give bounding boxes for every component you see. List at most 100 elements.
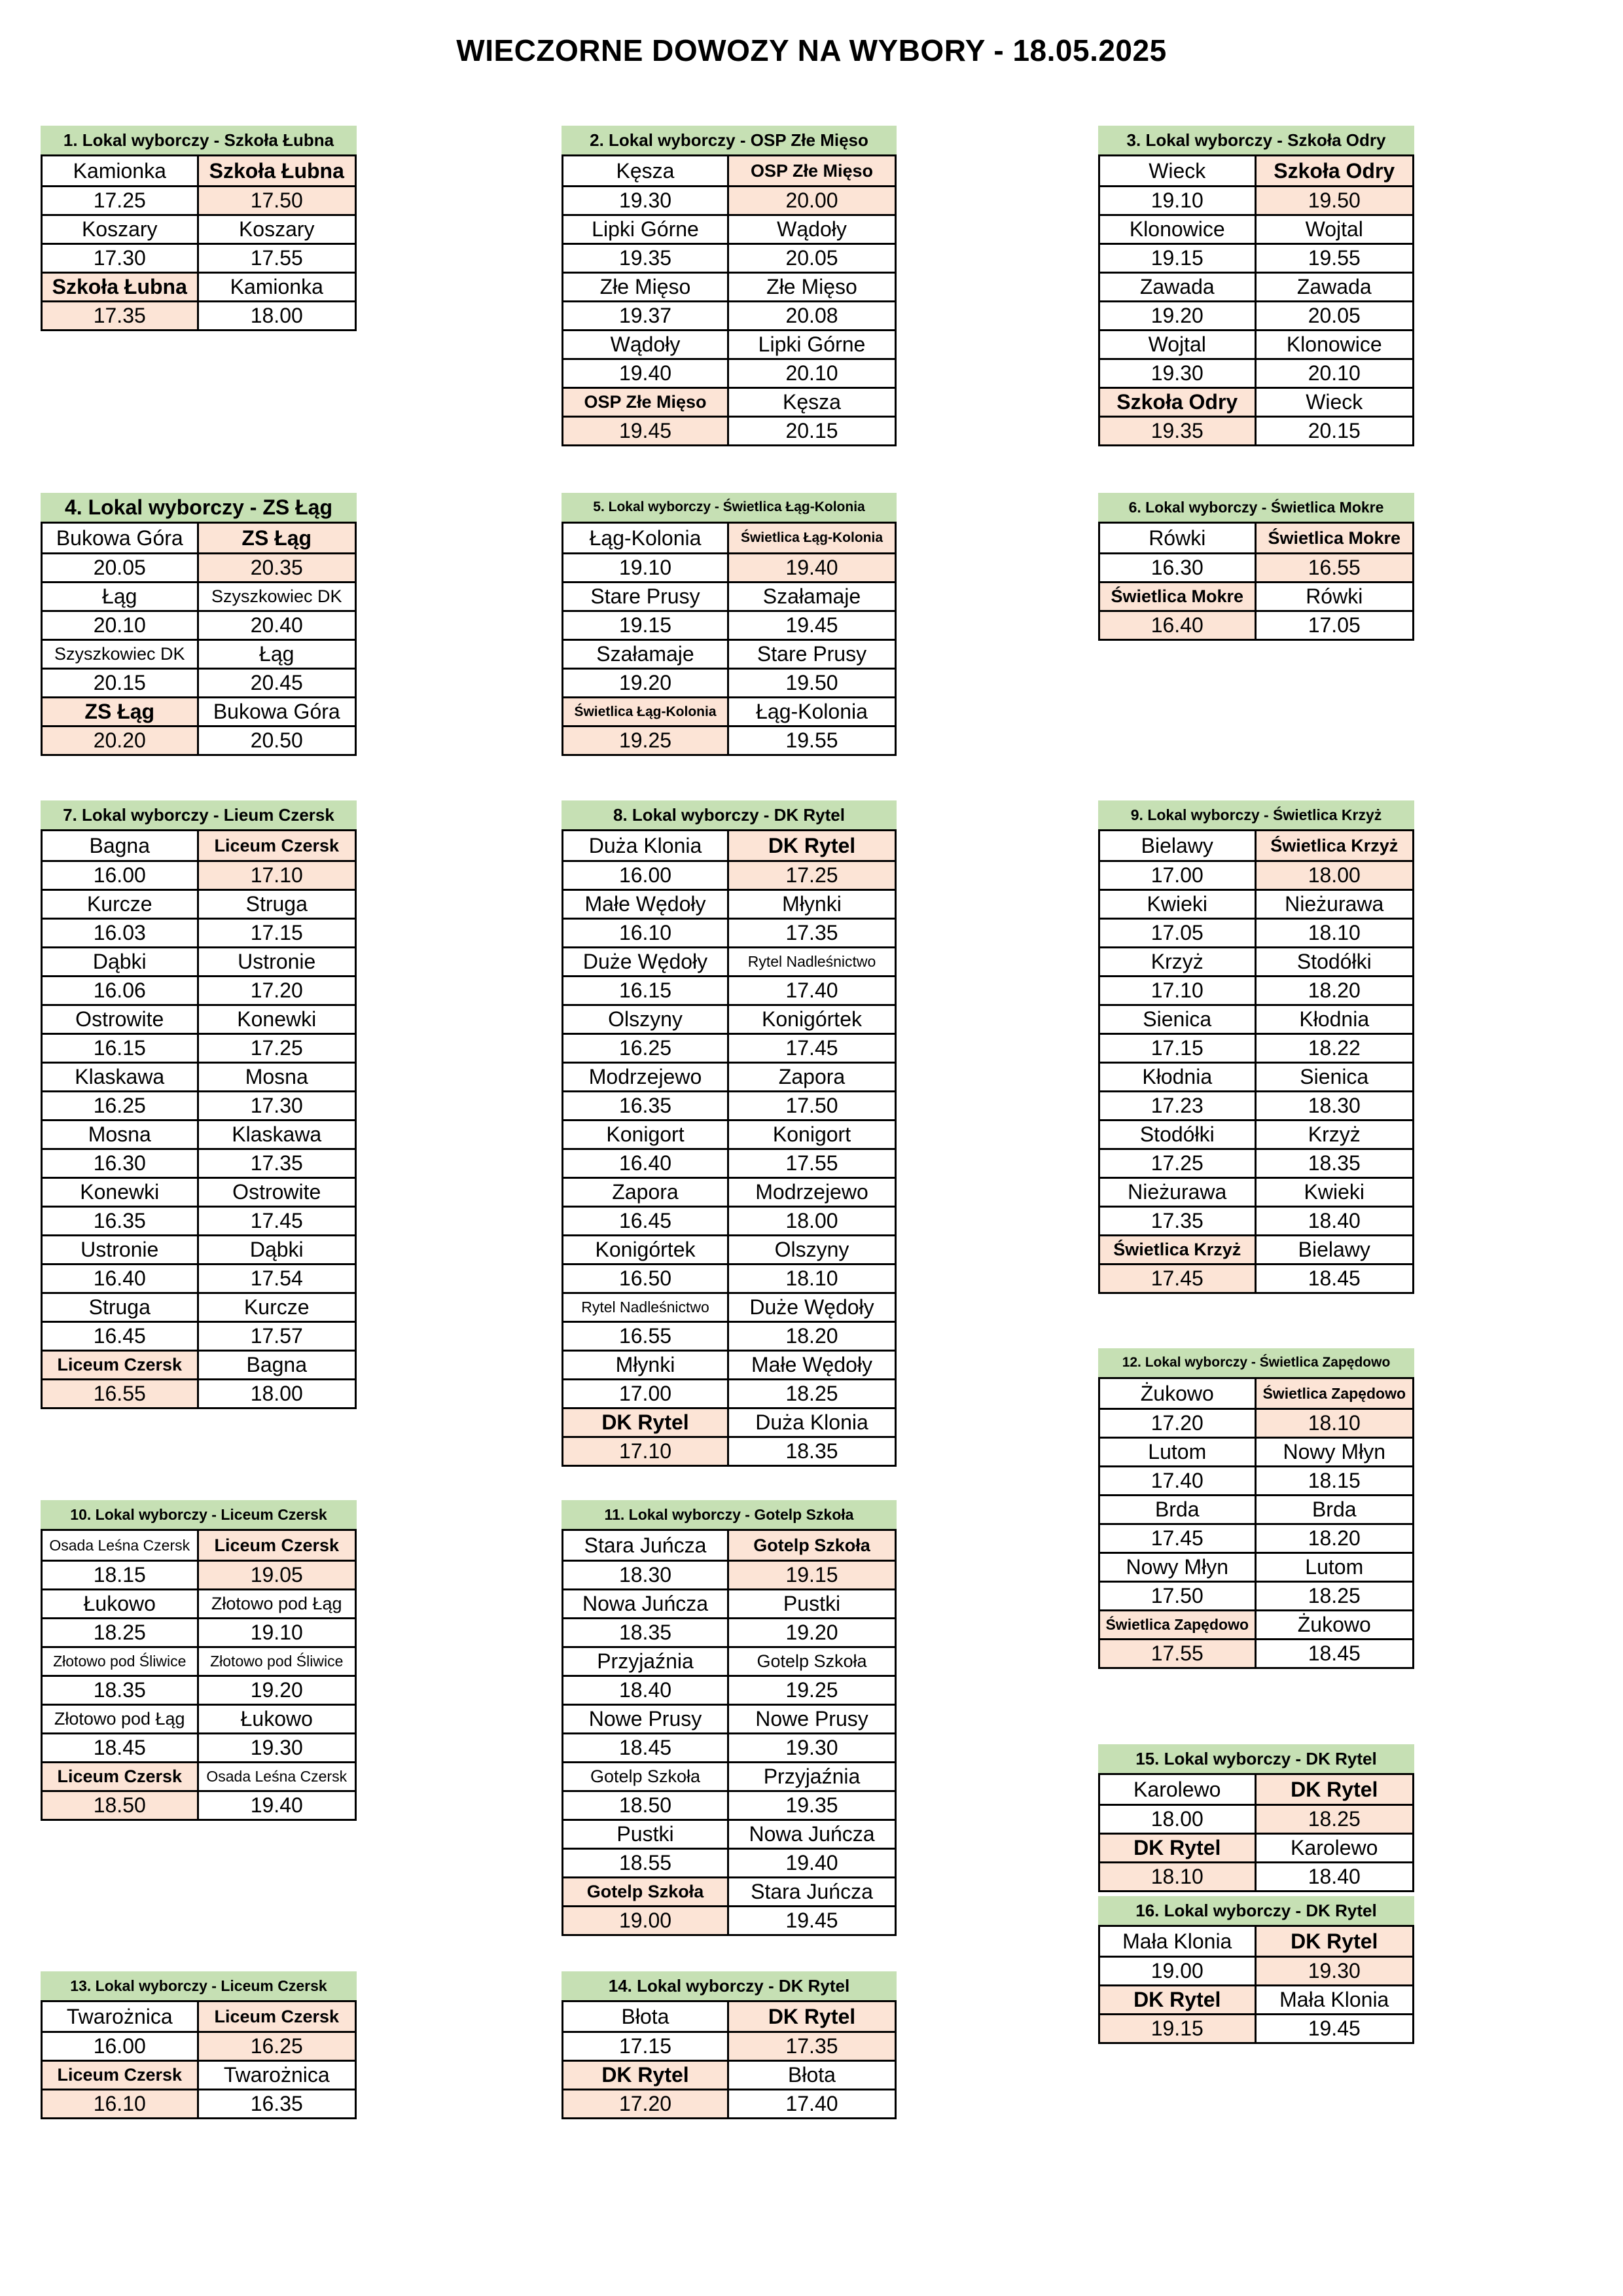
time-cell: 16.40 <box>43 1265 199 1292</box>
time-cell: 18.35 <box>563 1619 729 1646</box>
time-row: 17.15 17.35 <box>563 2031 895 2060</box>
table-title: 7. Lokal wyborczy - Lieum Czersk <box>41 800 357 829</box>
stop-name-row: DK Rytel Mała Klonia <box>1100 1984 1412 2013</box>
time-row: 17.23 18.30 <box>1100 1090 1412 1119</box>
time-cell: 17.35 <box>43 302 199 329</box>
time-cell: 18.00 <box>250 1382 303 1405</box>
time-cell: 16.35 <box>250 2092 303 2115</box>
stop-name-row: Lutom Nowy Młyn <box>1100 1437 1412 1465</box>
stop-name-cell: Złotowo pod Śliwice <box>43 1648 199 1675</box>
stop-name-cell: Duże Wędoły <box>563 948 729 975</box>
time-cell: 20.45 <box>250 671 303 694</box>
stop-name-row: Bukowa Góra ZS Łąg <box>43 524 355 552</box>
time-row: 17.20 18.10 <box>1100 1408 1412 1437</box>
time-cell: 20.35 <box>198 554 355 581</box>
time-row: 19.15 19.55 <box>1100 243 1412 272</box>
stop-name-cell: Świetlica Zapędowo <box>1100 1611 1257 1638</box>
stop-name-cell: DK Rytel <box>1100 1835 1257 1861</box>
stop-name-cell: Złotowo pod Łąg <box>211 1594 342 1613</box>
time-row: 16.00 17.25 <box>563 860 895 889</box>
time-cell: 17.50 <box>1100 1583 1257 1609</box>
stop-name-cell: Konigórtek <box>563 1236 729 1263</box>
time-row: 19.37 20.08 <box>563 300 895 329</box>
time-cell: 20.15 <box>1308 419 1361 442</box>
table-body: Twarożnica Liceum Czersk 16.00 16.25 Liceum … <box>41 2000 357 2119</box>
polling-table-13: 13. Lokal wyborczy - Liceum Czersk Twaroż… <box>41 1971 357 2119</box>
time-cell: 16.25 <box>563 1035 729 1062</box>
stop-name-row: Małe Wędoły Młynki <box>563 889 895 918</box>
stop-name-cell: Łąg <box>43 583 199 610</box>
stop-name-cell: Bielawy <box>1298 1238 1370 1261</box>
time-row: 17.50 18.25 <box>1100 1581 1412 1609</box>
time-cell: 20.08 <box>785 304 838 327</box>
stop-name-cell: Wądoły <box>563 331 729 358</box>
time-cell: 19.45 <box>785 613 838 637</box>
time-row: 18.35 19.20 <box>43 1675 355 1704</box>
stop-name-row: Rytel Nadleśnictwo Duże Wędoły <box>563 1292 895 1321</box>
stop-name-row: Błota DK Rytel <box>563 2002 895 2031</box>
time-row: 17.55 18.45 <box>1100 1638 1412 1667</box>
time-cell: 16.50 <box>563 1265 729 1292</box>
table-body: Mała Klonia DK Rytel 19.00 19.30 DK Rytel Mał… <box>1098 1925 1414 2044</box>
time-cell: 20.20 <box>43 727 199 754</box>
time-row: 18.45 19.30 <box>563 1732 895 1761</box>
stop-name-cell: Kamionka <box>230 275 323 298</box>
stop-name-cell: DK Rytel <box>729 831 895 860</box>
time-row: 16.40 17.05 <box>1100 610 1412 639</box>
time-cell: 19.10 <box>250 1621 303 1644</box>
time-cell: 19.00 <box>1100 1958 1257 1984</box>
time-row: 16.06 17.20 <box>43 975 355 1004</box>
stop-name-row: Złotowo pod Śliwice Złotowo pod Śliwice <box>43 1646 355 1675</box>
time-row: 19.20 20.05 <box>1100 300 1412 329</box>
time-row: 16.45 18.00 <box>563 1206 895 1234</box>
table-title: 8. Lokal wyborczy - DK Rytel <box>562 800 897 829</box>
stop-name-cell: Kwieki <box>1304 1180 1364 1204</box>
time-cell: 16.03 <box>43 920 199 946</box>
stop-name-cell: Karolewo <box>1291 1836 1378 1859</box>
time-cell: 17.35 <box>1100 1208 1257 1234</box>
stop-name-cell: Złotowo pod Łąg <box>43 1706 199 1732</box>
stop-name-cell: Dąbki <box>43 948 199 975</box>
time-row: 19.30 20.10 <box>1100 358 1412 387</box>
stop-name-row: Wądoły Lipki Górne <box>563 329 895 358</box>
stop-name-cell: Złe Mięso <box>563 274 729 300</box>
time-cell: 16.10 <box>563 920 729 946</box>
stop-name-cell: Konigort <box>772 1122 851 1146</box>
time-row: 18.55 19.40 <box>563 1848 895 1876</box>
time-cell: 18.50 <box>43 1792 199 1819</box>
stop-name-cell: Lutom <box>1100 1439 1257 1465</box>
table-body: Żukowo Świetlica Zapędowo 17.20 18.10 Lutom N… <box>1098 1377 1414 1669</box>
time-row: 16.03 17.15 <box>43 918 355 946</box>
time-cell: 18.35 <box>1308 1151 1361 1175</box>
time-row: 17.05 18.10 <box>1100 918 1412 946</box>
time-row: 17.00 18.25 <box>563 1378 895 1407</box>
stop-name-row: Koszary Koszary <box>43 214 355 243</box>
stop-name-cell: Krzyż <box>1100 948 1257 975</box>
time-row: 16.25 17.30 <box>43 1090 355 1119</box>
stop-name-cell: Szkoła Łubna <box>198 156 355 185</box>
time-cell: 17.55 <box>1100 1640 1257 1667</box>
stop-name-row: Świetlica Łąg-Kolonia Łąg-Kolonia <box>563 696 895 725</box>
stop-name-cell: Pustki <box>563 1821 729 1848</box>
time-cell: 17.45 <box>250 1209 303 1232</box>
stop-name-row: Wojtal Klonowice <box>1100 329 1412 358</box>
time-cell: 18.10 <box>1308 921 1361 944</box>
time-row: 20.20 20.50 <box>43 725 355 754</box>
polling-table-1: 1. Lokal wyborczy - Szkoła Łubna Kamionka… <box>41 126 357 331</box>
time-row: 18.50 19.40 <box>43 1790 355 1819</box>
time-cell: 18.00 <box>785 1209 838 1232</box>
time-cell: 17.55 <box>250 246 303 270</box>
time-cell: 20.15 <box>43 670 199 696</box>
stop-name-cell: ZS Łąg <box>198 524 355 552</box>
stop-name-cell: Klonowice <box>1100 216 1257 243</box>
stop-name-cell: Kłodnia <box>1299 1007 1370 1031</box>
stop-name-cell: Liceum Czersk <box>198 831 355 860</box>
stop-name-cell: Duże Wędoły <box>749 1295 874 1319</box>
time-cell: 16.00 <box>43 2033 199 2060</box>
time-cell: 19.15 <box>563 612 729 639</box>
table-title: 4. Lokal wyborczy - ZS Łąg <box>41 493 357 522</box>
time-cell: 18.20 <box>1308 1526 1361 1550</box>
stop-name-cell: Lipki Górne <box>563 216 729 243</box>
polling-table-15: 15. Lokal wyborczy - DK Rytel Karolewo DK … <box>1098 1744 1414 1892</box>
time-row: 18.45 19.30 <box>43 1732 355 1761</box>
